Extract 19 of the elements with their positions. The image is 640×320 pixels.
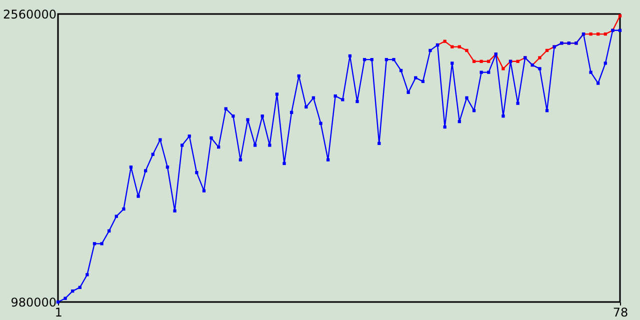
y-tick-label: 980000 — [10, 296, 56, 310]
x-tick-label: 1 — [54, 306, 62, 320]
point — [502, 67, 505, 70]
x-tick-label: 78 — [612, 306, 628, 320]
point — [618, 14, 622, 18]
y-tick-label: 2560000 — [3, 8, 56, 22]
point — [458, 45, 462, 48]
point — [545, 48, 549, 52]
point — [487, 60, 490, 63]
point — [516, 60, 520, 63]
point — [480, 60, 483, 63]
point — [589, 32, 592, 36]
point — [443, 40, 446, 43]
point — [604, 32, 607, 36]
point — [472, 60, 476, 63]
point — [538, 56, 542, 60]
point — [596, 32, 600, 36]
point — [450, 45, 454, 48]
point — [465, 48, 468, 52]
